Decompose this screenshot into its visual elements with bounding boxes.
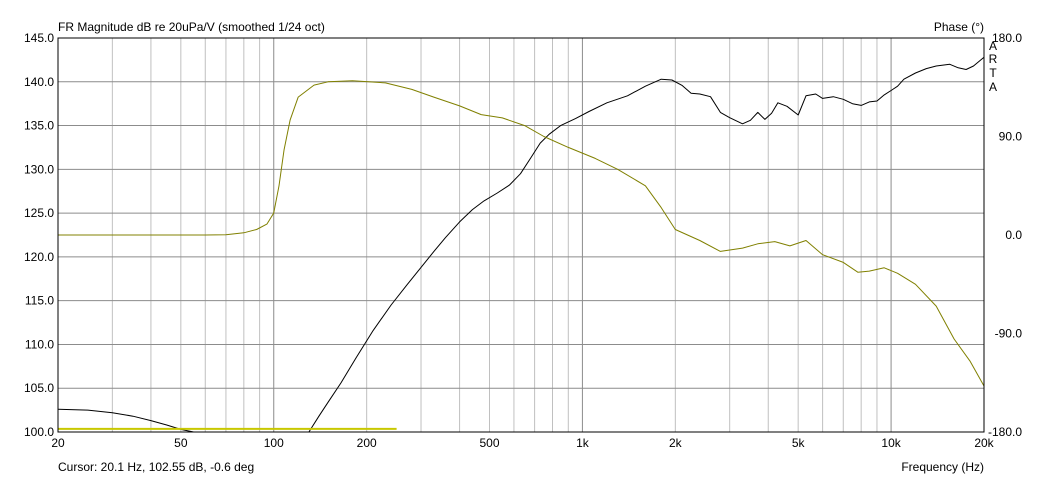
y-tick-label: 140.0 <box>24 75 54 89</box>
phase-axis-label: Phase (°) <box>934 20 984 34</box>
y-tick-label: 110.0 <box>25 337 54 351</box>
y-tick-label: 120.0 <box>24 250 54 264</box>
y2-tick-label: 90.0 <box>999 130 1023 144</box>
y-tick-label: 130.0 <box>24 162 54 176</box>
plot-frame <box>57 37 985 433</box>
x-tick-label: 1k <box>576 436 590 450</box>
x-tick-label: 10k <box>881 436 901 450</box>
y2-tick-label: -180.0 <box>988 425 1022 439</box>
y-tick-label: 125.0 <box>24 206 54 220</box>
y-tick-label: 105.0 <box>24 381 54 395</box>
y-tick-label: 145.0 <box>24 31 54 45</box>
y-tick-label: 115.0 <box>25 294 54 308</box>
x-tick-label: 20k <box>974 436 994 450</box>
y2-tick-label: -90.0 <box>995 327 1023 341</box>
x-tick-label: 500 <box>479 436 499 450</box>
tick-labels: 20 50 100 200 500 1k 2k 5k 10k 20k 100.0 105.0 110.0… <box>24 31 1022 450</box>
series-line-2 <box>58 80 985 387</box>
arta-watermark: A R T A <box>989 39 998 94</box>
x-tick-label: 2k <box>669 436 683 450</box>
x-tick-label: 5k <box>792 436 806 450</box>
watermark-letter: A <box>989 80 997 94</box>
y2-tick-label: 0.0 <box>1005 228 1022 242</box>
x-tick-label: 200 <box>357 436 377 450</box>
x-tick-label: 100 <box>264 436 284 450</box>
y-tick-label: 135.0 <box>24 119 54 133</box>
series-line-1 <box>308 56 985 433</box>
x-tick-label: 20 <box>51 436 65 450</box>
y2-tick-label: 180.0 <box>992 31 1022 45</box>
watermark-letter: A <box>989 39 997 53</box>
series-layer <box>57 56 985 433</box>
watermark-letter: T <box>989 66 997 80</box>
chart-title: FR Magnitude dB re 20uPa/V (smoothed 1/2… <box>58 20 325 34</box>
y-tick-label: 100.0 <box>24 425 54 439</box>
x-tick-label: 50 <box>174 436 188 450</box>
cursor-readout: Cursor: 20.1 Hz, 102.55 dB, -0.6 deg <box>58 460 254 474</box>
watermark-letter: R <box>989 52 998 66</box>
x-axis-label: Frequency (Hz) <box>901 460 984 474</box>
